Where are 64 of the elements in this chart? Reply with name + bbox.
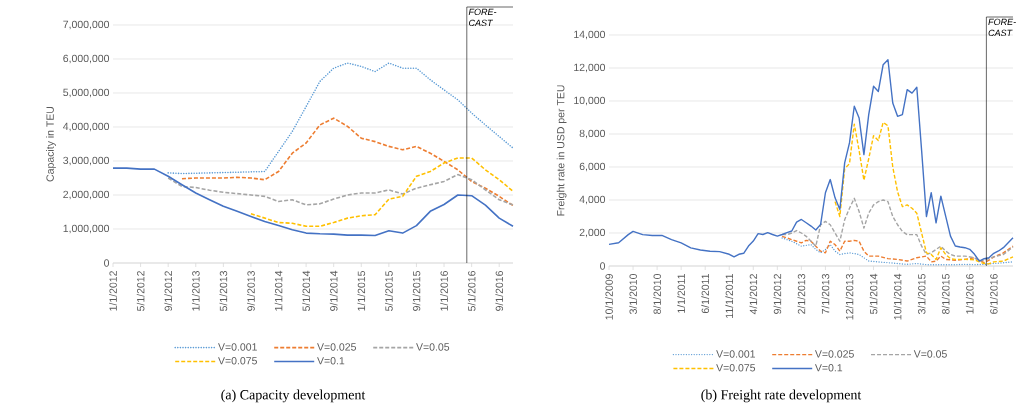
x-tick-label: 1/1/2016: [965, 274, 974, 314]
x-tick-label: 1/1/2014: [274, 270, 283, 311]
y-tick-label: 7,000,000: [63, 20, 110, 30]
y-tick-label: 5,000,000: [63, 88, 110, 98]
y-tick-label: 10,000: [574, 96, 606, 106]
y-axis-title: Capacity in TEU: [46, 106, 56, 182]
x-tick-label: 1/1/2015: [357, 270, 366, 311]
x-tick-label: 1/1/2012: [109, 271, 117, 311]
x-tick-label: 10/1/2009: [605, 274, 613, 320]
ref-line-label: FORE-CAST: [988, 18, 1016, 37]
x-tick-label: 9/1/2016: [495, 271, 504, 311]
legend-label: V=0.001: [716, 350, 755, 358]
x-tick-label: 10/1/2014: [893, 273, 902, 320]
y-tick-label: 1,000,000: [63, 224, 110, 234]
x-tick-label: 9/1/2014: [329, 270, 338, 311]
x-tick-label: 2/1/2013: [797, 274, 806, 314]
x-tick-label: 4/1/2012: [749, 274, 758, 315]
x-tick-label: 9/1/2012: [164, 271, 173, 311]
y-tick-label: 4,000,000: [63, 122, 110, 132]
x-tick-label: 3/1/2010: [629, 273, 637, 315]
x-tick-label: 11/1/2011: [725, 274, 734, 318]
y-tick-label: 4,000: [579, 195, 606, 205]
text: (a) Capacity development: [221, 389, 366, 403]
x-tick-label: 5/1/2016: [467, 271, 476, 311]
x-tick-label: 6/1/2016: [989, 274, 998, 314]
x-tick-label: 12/1/2013: [845, 274, 854, 320]
legend-label: V=0.05: [416, 343, 450, 351]
y-tick-label: 6,000,000: [63, 54, 110, 64]
y-tick-label: 2,000,000: [63, 190, 110, 200]
y-tick-label: 0: [104, 259, 110, 267]
text: (b) Freight rate development: [701, 389, 862, 403]
y-tick-label: 2,000: [579, 228, 606, 238]
y-tick-label: 12,000: [574, 63, 606, 73]
x-tick-label: 8/1/2015: [941, 273, 950, 314]
legend-label: V=0.025: [317, 343, 356, 351]
x-tick-label: 7/1/2013: [821, 274, 830, 314]
x-tick-label: 9/1/2012: [773, 274, 782, 314]
x-tick-label: 1/1/2016: [440, 271, 448, 311]
x-tick-label: 9/1/2013: [247, 271, 255, 311]
legend-label: V=0.1: [317, 357, 345, 365]
x-tick-label: 5/1/2014: [302, 270, 310, 311]
y-tick-label: 3,000,000: [63, 156, 110, 166]
y-tick-label: 6,000: [579, 162, 606, 172]
x-tick-label: 1/1/2011: [677, 274, 686, 313]
x-tick-label: 5/1/2014: [869, 273, 878, 314]
x-tick-label: 1/1/2013: [191, 271, 200, 311]
legend-label: V=0.1: [814, 364, 843, 372]
y-tick-label: 8,000: [579, 129, 606, 139]
x-tick-label: 6/1/2011: [701, 274, 710, 314]
legend-label: V=0.001: [218, 343, 257, 351]
legend-label: V=0.075: [716, 364, 756, 372]
x-tick-label: 5/1/2015: [385, 270, 393, 311]
y-axis-title: Freight rate in USD per TEU: [556, 85, 567, 216]
y-tick-label: 0: [600, 262, 606, 270]
ref-line-label: FORE-CAST: [468, 8, 497, 27]
legend-label: V=0.075: [218, 357, 257, 365]
x-tick-label: 5/1/2012: [136, 271, 145, 311]
legend-label: V=0.025: [814, 350, 854, 358]
x-tick-label: 5/1/2013: [219, 271, 228, 311]
legend-label: V=0.05: [913, 350, 947, 358]
x-tick-label: 9/1/2015: [412, 270, 421, 311]
x-tick-label: 8/1/2010: [653, 273, 661, 314]
x-tick-label: 3/1/2015: [917, 273, 926, 315]
y-tick-label: 14,000: [574, 30, 606, 40]
